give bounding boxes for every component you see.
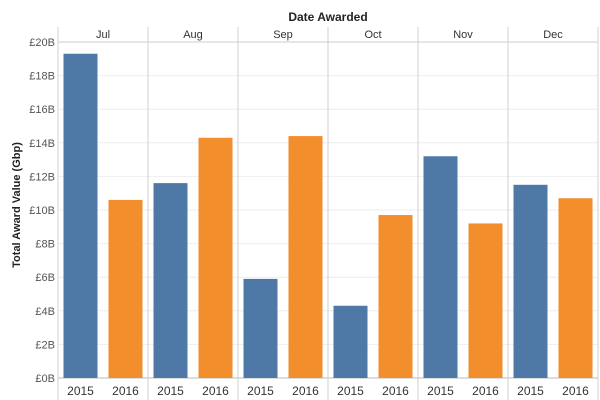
- category-label: Jul: [96, 29, 110, 41]
- bar-2016-nov: [468, 223, 503, 378]
- y-tick-label: £4B: [35, 306, 55, 318]
- chart-title: Date Awarded: [288, 10, 367, 24]
- bar-2015-nov: [423, 156, 458, 378]
- y-tick-label: £2B: [35, 339, 55, 351]
- bar-2016-oct: [378, 215, 413, 378]
- x-tick-label: 2015: [427, 384, 454, 398]
- category-label: Oct: [364, 29, 381, 41]
- x-tick-label: 2016: [472, 384, 499, 398]
- x-tick-label: 2015: [517, 384, 544, 398]
- x-tick-label: 2016: [562, 384, 589, 398]
- y-tick-label: £10B: [29, 205, 55, 217]
- y-tick-label: £6B: [35, 272, 55, 284]
- y-tick-label: £12B: [29, 171, 55, 183]
- bar-2016-dec: [558, 198, 593, 378]
- category-label: Aug: [183, 29, 203, 41]
- x-tick-label: 2016: [112, 384, 139, 398]
- bars: [63, 53, 593, 378]
- y-tick-label: £20B: [29, 37, 55, 49]
- x-tick-label: 2015: [157, 384, 184, 398]
- bar-2015-jul: [63, 53, 98, 378]
- x-tick-label: 2015: [337, 384, 364, 398]
- y-tick-label: £16B: [29, 104, 55, 116]
- y-tick-label: £8B: [35, 239, 55, 251]
- y-axis-label: Total Award Value (Gbp): [11, 142, 23, 268]
- category-label: Sep: [273, 29, 293, 41]
- y-tick-label: £14B: [29, 138, 55, 150]
- category-label: Nov: [453, 29, 473, 41]
- bar-2015-aug: [153, 183, 188, 378]
- bar-2015-oct: [333, 305, 368, 378]
- category-label: Dec: [543, 29, 563, 41]
- x-tick-label: 2016: [382, 384, 409, 398]
- category-panels: [57, 27, 599, 400]
- bar-2016-sep: [288, 136, 323, 378]
- x-tick-label: 2016: [202, 384, 229, 398]
- bar-2015-dec: [513, 184, 548, 378]
- bar-2016-jul: [108, 199, 143, 378]
- axis-labels: £0B £2B £4B £6B £8B £10B £12B £14B £16B £18B £20B J…: [29, 29, 589, 398]
- x-tick-label: 2015: [67, 384, 94, 398]
- x-tick-label: 2015: [247, 384, 274, 398]
- y-tick-label: £0B: [35, 373, 55, 385]
- x-tick-label: 2016: [292, 384, 319, 398]
- y-tick-label: £18B: [29, 71, 55, 83]
- bar-2016-aug: [198, 137, 233, 378]
- bar-2015-sep: [243, 278, 278, 378]
